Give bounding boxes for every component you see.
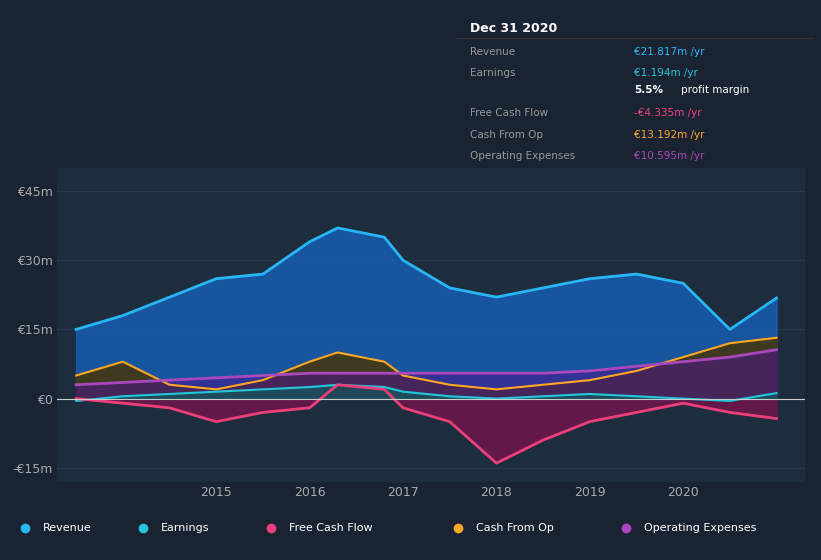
Text: Earnings: Earnings — [470, 68, 516, 78]
Text: Free Cash Flow: Free Cash Flow — [289, 523, 373, 533]
Text: Operating Expenses: Operating Expenses — [470, 151, 576, 161]
Text: Earnings: Earnings — [161, 523, 209, 533]
Text: Operating Expenses: Operating Expenses — [644, 523, 756, 533]
Text: €1.194m /yr: €1.194m /yr — [635, 68, 698, 78]
Text: Cash From Op: Cash From Op — [476, 523, 554, 533]
Text: profit margin: profit margin — [681, 86, 749, 95]
Text: Dec 31 2020: Dec 31 2020 — [470, 22, 557, 35]
Text: €10.595m /yr: €10.595m /yr — [635, 151, 704, 161]
Text: €21.817m /yr: €21.817m /yr — [635, 47, 704, 57]
Text: Revenue: Revenue — [470, 47, 515, 57]
Text: Free Cash Flow: Free Cash Flow — [470, 108, 548, 118]
Text: -€4.335m /yr: -€4.335m /yr — [635, 108, 702, 118]
Text: 5.5%: 5.5% — [635, 86, 663, 95]
Text: €13.192m /yr: €13.192m /yr — [635, 130, 704, 140]
Text: Cash From Op: Cash From Op — [470, 130, 543, 140]
Text: Revenue: Revenue — [43, 523, 91, 533]
